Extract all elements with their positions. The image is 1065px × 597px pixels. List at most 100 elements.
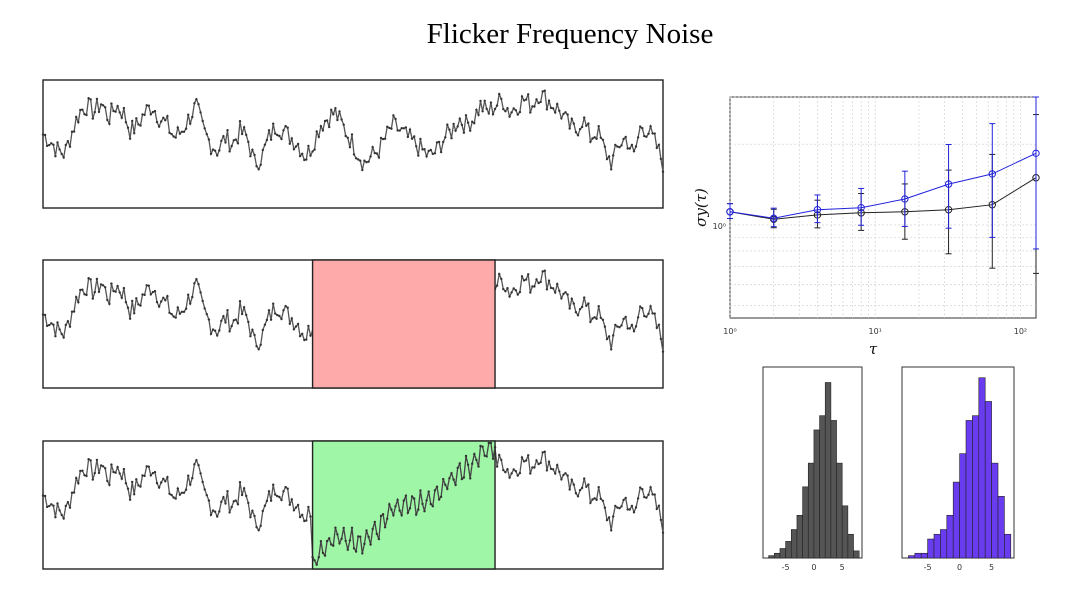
trace-point xyxy=(153,109,157,113)
trace-point xyxy=(168,131,171,134)
filled-point xyxy=(444,483,447,486)
trace-point xyxy=(292,148,296,151)
trace-point xyxy=(516,293,519,296)
trace-point xyxy=(64,143,68,147)
trace-point xyxy=(410,137,414,140)
trace-point xyxy=(576,134,580,137)
trace-point xyxy=(363,159,366,162)
trace-point xyxy=(332,113,335,116)
trace-point xyxy=(325,119,329,122)
trace-point xyxy=(77,301,80,304)
filled-point xyxy=(311,555,314,559)
trace-point xyxy=(104,286,107,289)
trace-point xyxy=(114,110,117,113)
trace-point xyxy=(408,128,412,131)
trace-point xyxy=(444,136,447,139)
trace-point xyxy=(305,158,308,161)
trace-point xyxy=(647,132,650,135)
trace-point xyxy=(143,474,146,478)
trace-point xyxy=(415,145,418,148)
trace-point xyxy=(62,517,65,520)
time-series-panel-original xyxy=(41,79,665,209)
trace-point xyxy=(342,123,345,127)
trace-point xyxy=(361,168,364,172)
trace-point xyxy=(62,336,65,339)
trace-point xyxy=(529,472,532,475)
hist-bar xyxy=(946,515,954,559)
trace-point xyxy=(298,334,302,338)
trace-point xyxy=(622,498,625,502)
trace-point xyxy=(286,126,289,129)
y-axis-label: σy(τ) xyxy=(692,188,710,227)
trace-point xyxy=(228,511,231,514)
trace-point xyxy=(307,144,310,148)
allan-deviation-plot: 10⁰ 10¹ 10² 10⁰ τ σy(τ) xyxy=(692,96,1040,358)
trace-point xyxy=(657,323,661,326)
trace-point xyxy=(85,474,88,478)
trace-point xyxy=(139,124,142,127)
trace-point xyxy=(201,119,204,123)
trace-point xyxy=(89,459,92,462)
trace-point xyxy=(226,129,229,132)
trace-point xyxy=(466,121,470,124)
trace-point xyxy=(572,483,575,486)
hist-bar xyxy=(914,552,922,559)
trace-point xyxy=(456,125,459,128)
trace-point xyxy=(564,472,567,475)
trace-point xyxy=(527,93,530,96)
hist-tick-label: -5 xyxy=(782,563,790,572)
trace-point xyxy=(224,502,227,505)
trace-point xyxy=(524,278,528,281)
trace-point xyxy=(66,140,70,143)
trace-point xyxy=(269,318,273,321)
trace-point xyxy=(278,314,281,318)
trace-point xyxy=(97,290,101,294)
trace-point xyxy=(610,168,613,171)
trace-point xyxy=(87,458,90,461)
trace-point xyxy=(359,159,362,162)
trace-point xyxy=(120,116,124,120)
trace-point xyxy=(178,312,182,315)
filled-point xyxy=(460,477,464,481)
trace-point xyxy=(240,312,244,316)
trace-point xyxy=(164,119,167,122)
trace-point xyxy=(340,118,343,121)
trace-point xyxy=(253,153,256,157)
hist-bar xyxy=(824,382,832,559)
hist-bar xyxy=(927,538,935,559)
filled-point xyxy=(402,499,405,502)
trace-point xyxy=(81,108,84,111)
x-tick-label: 10² xyxy=(1014,327,1027,336)
hist-bar xyxy=(802,486,809,559)
trace-point xyxy=(43,133,47,137)
trace-point xyxy=(321,129,325,132)
trace-point xyxy=(597,305,600,308)
trace-point xyxy=(141,474,144,477)
hist-bar xyxy=(965,420,973,559)
trace-point xyxy=(124,482,128,485)
trace-point xyxy=(294,325,298,328)
trace-point xyxy=(309,515,312,518)
trace-point xyxy=(531,105,534,108)
trace-point xyxy=(576,314,580,317)
trace-point xyxy=(614,143,617,147)
trace-point xyxy=(566,474,569,477)
trace-point xyxy=(427,149,430,153)
trace-point xyxy=(597,486,600,489)
trace-point xyxy=(141,293,144,296)
trace-point xyxy=(566,113,569,116)
trace-point xyxy=(101,104,105,107)
trace-point xyxy=(145,284,148,287)
trace-point xyxy=(60,332,63,336)
trace-point xyxy=(529,111,532,114)
trace-point xyxy=(232,319,235,322)
filled-point xyxy=(429,502,432,506)
trace-point xyxy=(601,138,605,141)
trace-point xyxy=(560,117,563,120)
trace-point xyxy=(437,140,441,144)
trace-point xyxy=(429,148,432,152)
trace-point xyxy=(110,282,113,285)
trace-point xyxy=(207,318,211,321)
trace-point xyxy=(191,115,194,119)
trace-point xyxy=(350,133,354,136)
